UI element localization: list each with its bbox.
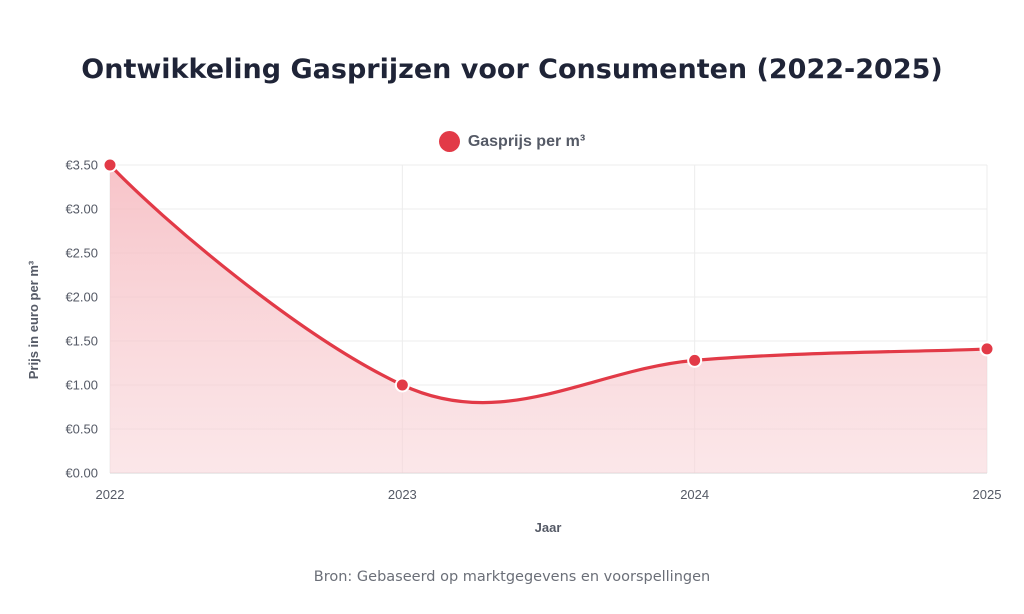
series-line-layer [108, 163, 989, 405]
data-point-2025[interactable] [979, 341, 995, 357]
data-points [102, 157, 995, 393]
y-tick-label: €1.00 [65, 378, 98, 393]
y-tick-label: €1.50 [65, 334, 98, 349]
legend-label: Gasprijs per m³ [467, 132, 586, 150]
source-note: Bron: Gebaseerd op marktgegevens en voor… [313, 569, 711, 585]
series-area [110, 165, 987, 473]
data-point-2023[interactable] [394, 377, 410, 393]
y-tick-label: €3.00 [65, 202, 98, 217]
legend[interactable]: Gasprijs per m³ [0, 131, 1024, 152]
grid-lines [109, 164, 988, 474]
y-axis-ticks: €0.00 €0.50 €1.00 €1.50 €2.00 €2.50 €3.00 €3.50 [65, 158, 98, 481]
x-tick-label: 2025 [973, 487, 1002, 502]
y-tick-label: €0.50 [65, 422, 98, 437]
x-axis-label: Jaar [535, 520, 562, 535]
x-tick-label: 2024 [680, 487, 709, 502]
x-tick-label: 2023 [388, 487, 417, 502]
y-axis-label: Prijs in euro per m³ [26, 260, 41, 379]
area-fill [110, 165, 987, 473]
x-axis-ticks: 2022 2023 2024 2025 [96, 487, 1002, 502]
chart-title: Ontwikkeling Gasprijzen voor Consumenten… [81, 54, 943, 85]
y-tick-label: €0.00 [65, 466, 98, 481]
y-tick-label: €2.50 [65, 246, 98, 261]
series-line-gasprijs [108, 163, 989, 405]
y-tick-label: €2.00 [65, 290, 98, 305]
legend-marker-icon [438, 131, 460, 152]
x-tick-label: 2022 [96, 487, 125, 502]
y-tick-label: €3.50 [65, 158, 98, 173]
data-point-2024[interactable] [687, 352, 703, 368]
data-point-2022[interactable] [102, 157, 118, 173]
